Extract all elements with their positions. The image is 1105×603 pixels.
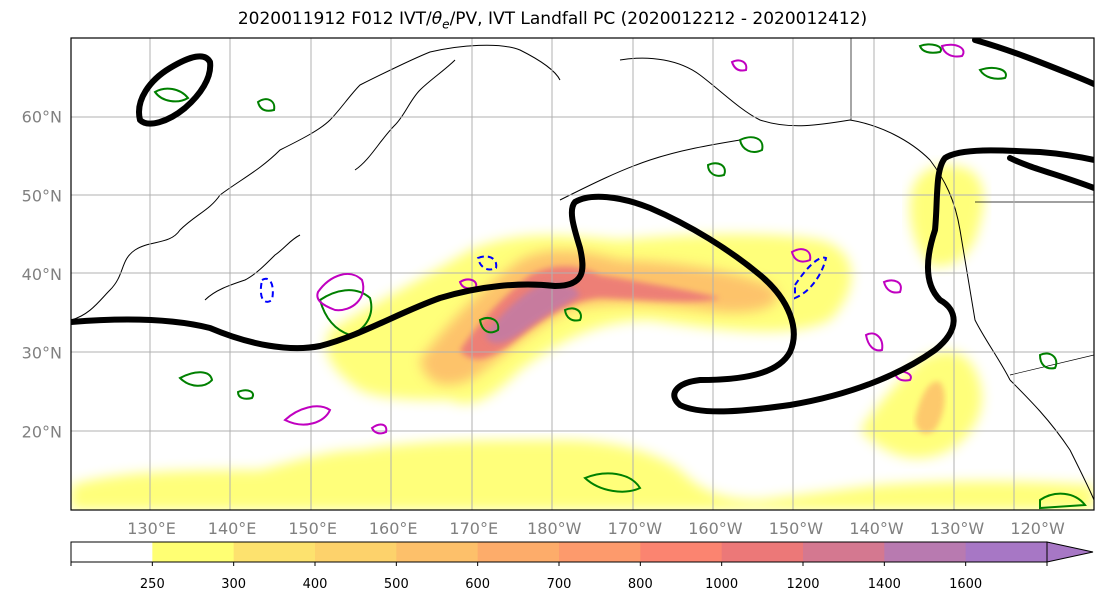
pv-negative-contour [476,255,498,271]
map-frame [70,37,1095,511]
coast-japan [204,234,301,301]
lon-label: 130°E [127,519,176,538]
colorbar-cell [315,542,397,562]
theta-e-contours [153,43,1087,510]
lat-label: 60°N [22,108,62,127]
pv-negative-contour [794,256,828,300]
figure-title: 2020011912 F012 IVT/θe/PV, IVT Landfall … [237,9,868,32]
lon-label: 130°W [930,519,985,538]
pv-negative-contours [259,255,828,303]
pv-negative-contour [259,277,274,303]
pv-contour [790,248,812,263]
lat-label: 50°N [22,186,62,205]
ivt-shade-peak [485,283,580,344]
theta-e-contour [563,307,582,322]
latitude-labels: 60°N 50°N 40°N 30°N 20°N [22,108,62,442]
lon-label: 170°E [449,519,498,538]
gridlines [71,38,1094,510]
lon-label: 180°W [527,519,582,538]
lon-label: 160°E [369,519,418,538]
theta-e-contour [1038,352,1058,370]
theta-e-contour [478,317,500,334]
ivt-shade-lowband [71,440,1094,510]
colorbar-cell [721,542,804,562]
colorbar-cells [71,542,1048,562]
theta-e-contour [236,389,254,400]
landfall-pc-contours [71,38,1094,415]
colorbar-tick-label: 600 [465,577,490,592]
colorbar-labels: 250 300 400 500 600 700 800 1000 1200 14… [140,577,982,592]
pv-contour [940,43,965,58]
lon-label: 150°W [769,519,824,538]
lon-label: 160°W [688,519,743,538]
colorbar: 250 300 400 500 600 700 800 1000 1200 14… [70,541,1094,592]
colorbar-cell [640,542,723,562]
lon-label: 120°W [1010,519,1065,538]
colorbar-tick-label: 1200 [786,577,819,592]
coast-asia [71,44,561,321]
landfall-pc-contour-coast [1007,155,1094,191]
colorbar-cell [396,542,479,562]
pv-contour [283,405,332,426]
theta-e-contour [256,98,276,112]
colorbar-tick-label: 300 [221,577,246,592]
lon-label: 140°W [849,519,904,538]
lat-label: 30°N [22,344,62,363]
colorbar-tick-label: 1000 [705,577,738,592]
coast-kamchatka [354,59,456,171]
colorbar-cell [71,542,153,562]
theta-e-contour [583,472,642,493]
colorbar-cell [965,542,1048,562]
pv-contour [730,59,748,72]
landfall-pc-contour-northwest [136,53,214,127]
colorbar-tick-label: 1600 [949,577,982,592]
lon-label: 150°E [288,519,337,538]
lon-label: 140°E [208,519,257,538]
ivt-shade-coast [909,165,984,267]
theta-e-contour [978,67,1007,80]
colorbar-tick-label: 800 [628,577,653,592]
colorbar-cell [884,542,967,562]
pv-contour [316,273,365,312]
theta-e-contour [318,289,373,337]
colorbar-ticks [70,562,1048,566]
lon-label: 170°W [608,519,663,538]
theta-e-contour [706,162,726,177]
theta-e-contour [178,371,214,387]
map-content [71,38,1094,510]
colorbar-cell [233,542,316,562]
colorbar-tick-label: 400 [303,577,328,592]
colorbar-tick-label: 250 [140,577,165,592]
theta-e-contour [153,87,190,103]
colorbar-cell [477,542,560,562]
colorbar-tick-label: 1400 [868,577,901,592]
longitude-labels: 130°E 140°E 150°E 160°E 170°E 180°W 170°… [127,519,1065,538]
coast-northamerica [1009,379,1094,501]
colorbar-extend-arrow [1046,541,1094,563]
lat-label: 40°N [22,265,62,284]
colorbar-tick-label: 500 [384,577,409,592]
pv-contour [370,423,388,435]
ivt-shade-high [460,266,720,360]
pv-contour [864,332,884,352]
border-us-mexico [1009,354,1094,376]
coast-alaska [619,57,1011,381]
borders [850,38,1094,376]
landfall-pc-contour-northeast [972,38,1094,87]
lat-label: 20°N [22,422,62,441]
ivt-shade-east-core [915,381,945,434]
colorbar-cell [559,542,641,562]
colorbar-tick-label: 700 [547,577,572,592]
theta-e-contour [1039,492,1087,510]
pv-contour [882,279,902,294]
theta-e-contour [738,136,764,153]
theta-e-contour [918,43,942,54]
colorbar-cell [803,542,885,562]
landfall-pc-contour-main [71,147,1094,415]
colorbar-cell [152,542,235,562]
